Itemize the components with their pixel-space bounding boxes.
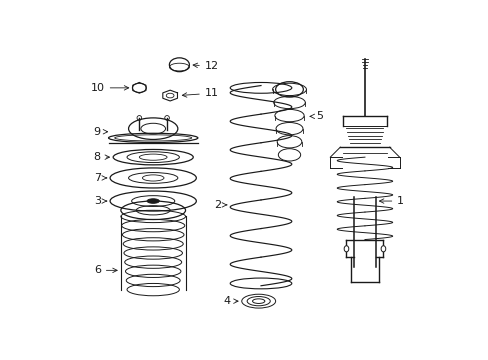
Ellipse shape [380, 246, 385, 252]
Ellipse shape [169, 58, 189, 72]
Ellipse shape [132, 83, 146, 93]
Text: 9: 9 [94, 127, 107, 137]
Text: 8: 8 [94, 152, 109, 162]
Text: 7: 7 [94, 173, 106, 183]
Text: 10: 10 [90, 83, 128, 93]
Text: 12: 12 [193, 61, 219, 71]
Text: 11: 11 [182, 88, 218, 98]
Text: 1: 1 [379, 196, 404, 206]
Ellipse shape [344, 246, 348, 252]
Ellipse shape [147, 199, 159, 203]
Text: 6: 6 [94, 265, 117, 275]
Text: 3: 3 [94, 196, 106, 206]
Text: 4: 4 [223, 296, 238, 306]
Text: 2: 2 [213, 200, 226, 210]
Text: 5: 5 [309, 111, 323, 121]
